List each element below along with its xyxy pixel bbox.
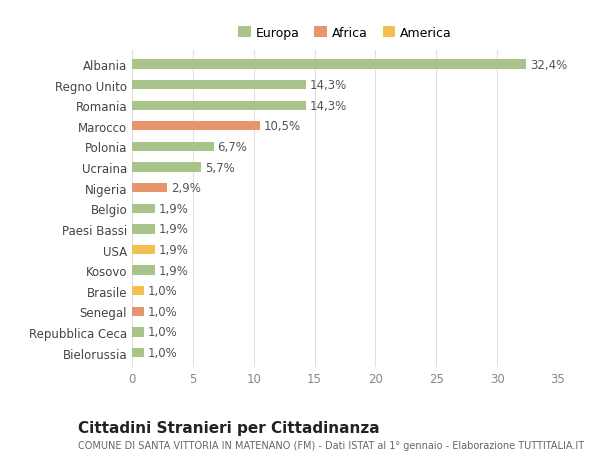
Text: 1,0%: 1,0% [148, 285, 178, 297]
Legend: Europa, Africa, America: Europa, Africa, America [233, 22, 457, 45]
Text: 1,0%: 1,0% [148, 326, 178, 339]
Bar [132, 328, 144, 337]
Text: 1,9%: 1,9% [159, 243, 188, 257]
Text: 10,5%: 10,5% [263, 120, 301, 133]
Bar [132, 122, 260, 131]
Bar [132, 163, 202, 172]
Bar [132, 266, 155, 275]
Text: 32,4%: 32,4% [530, 58, 567, 71]
Bar [132, 225, 155, 234]
Text: 5,7%: 5,7% [205, 161, 235, 174]
Bar [132, 348, 144, 358]
Bar [132, 246, 155, 255]
Text: 14,3%: 14,3% [310, 100, 347, 112]
Text: 1,9%: 1,9% [159, 264, 188, 277]
Text: Cittadini Stranieri per Cittadinanza: Cittadini Stranieri per Cittadinanza [78, 420, 380, 435]
Text: 1,0%: 1,0% [148, 347, 178, 359]
Text: 6,7%: 6,7% [217, 140, 247, 154]
Bar [132, 204, 155, 213]
Text: 1,9%: 1,9% [159, 223, 188, 236]
Bar [132, 60, 526, 69]
Text: 1,9%: 1,9% [159, 202, 188, 215]
Text: 14,3%: 14,3% [310, 79, 347, 92]
Bar [132, 307, 144, 316]
Bar [132, 286, 144, 296]
Bar [132, 101, 306, 111]
Bar [132, 184, 167, 193]
Text: 2,9%: 2,9% [171, 182, 201, 195]
Text: 1,0%: 1,0% [148, 305, 178, 318]
Bar [132, 81, 306, 90]
Text: COMUNE DI SANTA VITTORIA IN MATENANO (FM) - Dati ISTAT al 1° gennaio - Elaborazi: COMUNE DI SANTA VITTORIA IN MATENANO (FM… [78, 440, 584, 450]
Bar [132, 143, 214, 152]
